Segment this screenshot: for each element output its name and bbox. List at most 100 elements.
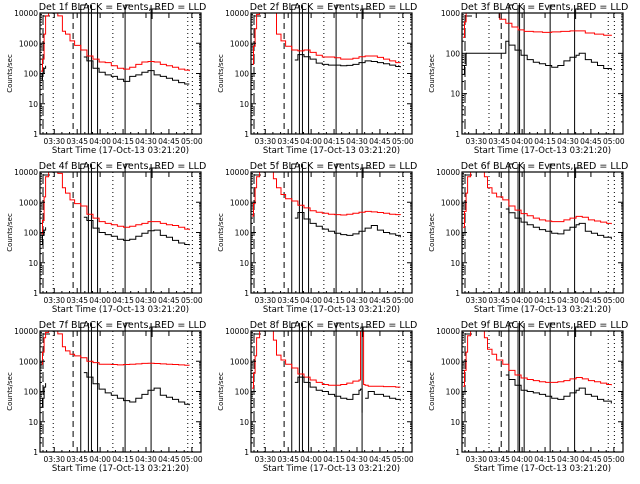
series-events: [505, 208, 612, 240]
x-tick-label: 04:15: [112, 296, 134, 305]
x-tick-label: 04:30: [346, 455, 368, 464]
x-axis-label: Start Time (17-Oct-13 03:21:20): [52, 305, 189, 315]
x-tick-label: 03:30: [254, 455, 276, 464]
panel-det-2f: Det 2f BLACK = Events, RED = LLD 1 10 100 10…: [217, 2, 417, 156]
y-tick-label: 1: [33, 289, 38, 298]
y-tick-label: 1: [33, 448, 38, 457]
series-lld: [463, 12, 612, 38]
x-tick-label: 03:45: [277, 455, 299, 464]
plot-frame: [461, 12, 624, 135]
x-tick-label: 03:30: [254, 296, 276, 305]
series-events: [463, 40, 612, 75]
y-tick-label: 10000: [436, 168, 460, 177]
x-tick-label: 04:45: [369, 296, 391, 305]
x-tick-label: 04:30: [346, 296, 368, 305]
series-events: [505, 374, 612, 404]
y-tick-label: 10000: [14, 168, 38, 177]
panel-title: Det 3f BLACK = Events, RED = LLD: [461, 2, 629, 13]
plot-frame: [39, 330, 202, 453]
y-tick-label: 1: [455, 448, 460, 457]
marker-box: [362, 326, 371, 337]
x-tick-label: 03:45: [488, 137, 510, 146]
marker-box: [253, 333, 261, 343]
series-events: [294, 54, 401, 68]
series-events: [294, 212, 401, 238]
marker-box: [253, 15, 261, 25]
y-tick-label: 1000: [230, 357, 249, 366]
panel-det-6f: Det 6f BLACK = Events, RED = LLD 1 10 100 10…: [428, 161, 628, 315]
panel-title: Det 7f BLACK = Events, RED = LLD: [39, 320, 207, 331]
marker-lines: [42, 163, 193, 293]
x-tick-label: 05:00: [603, 296, 625, 305]
x-tick-label: 04:00: [89, 455, 111, 464]
panel-title: Det 4f BLACK = Events, RED = LLD: [39, 161, 207, 172]
marker-box: [575, 8, 583, 19]
y-tick-label: 1: [244, 130, 249, 139]
marker-box: [42, 174, 50, 184]
x-tick-label: 04:00: [511, 296, 533, 305]
series-lld: [463, 171, 612, 228]
x-tick-label: 03:30: [254, 137, 276, 146]
y-tick-label: 10000: [225, 9, 249, 18]
y-tick-label: 10: [450, 90, 460, 99]
marker-box: [151, 326, 160, 337]
x-tick-label: 05:00: [392, 296, 414, 305]
series-events: [294, 376, 401, 413]
marker-box: [575, 326, 583, 337]
marker-box: [151, 167, 160, 178]
y-tick-label: 100: [235, 70, 250, 79]
y-tick-label: 1000: [230, 198, 249, 207]
y-tick-label: 1000: [19, 39, 38, 48]
x-tick-label: 03:30: [43, 137, 65, 146]
y-tick-label: 10: [450, 418, 460, 427]
marker-lines: [464, 322, 615, 452]
x-tick-label: 03:45: [66, 137, 88, 146]
series-lld: [463, 330, 612, 387]
y-tick-label: 10000: [225, 327, 249, 336]
y-axis-label: Counts/sec: [428, 213, 436, 252]
y-tick-label: 1: [455, 130, 460, 139]
y-tick-label: 10000: [14, 9, 38, 18]
marker-lines: [42, 322, 193, 452]
y-tick-label: 10: [28, 259, 38, 268]
y-axis-label: Counts/sec: [6, 54, 14, 93]
x-tick-label: 04:15: [112, 137, 134, 146]
marker-box: [42, 15, 50, 25]
y-tick-label: 100: [24, 70, 39, 79]
x-tick-label: 05:00: [181, 137, 203, 146]
x-tick-label: 04:45: [580, 455, 602, 464]
y-axis-label: Counts/sec: [6, 213, 14, 252]
series-events: [41, 216, 190, 246]
plot-frame: [461, 171, 624, 294]
y-tick-label: 100: [446, 49, 461, 58]
x-axis-label: Start Time (17-Oct-13 03:21:20): [474, 305, 611, 315]
x-axis-label: Start Time (17-Oct-13 03:21:20): [474, 146, 611, 156]
x-tick-label: 04:45: [369, 455, 391, 464]
marker-box: [575, 167, 583, 178]
y-tick-label: 10: [239, 418, 249, 427]
x-tick-label: 05:00: [392, 455, 414, 464]
x-tick-label: 03:30: [43, 455, 65, 464]
y-tick-label: 10: [239, 100, 249, 109]
plot-frame: [461, 330, 624, 453]
marker-lines: [42, 4, 193, 134]
x-tick-label: 04:30: [557, 137, 579, 146]
y-axis-label: Counts/sec: [428, 54, 436, 93]
x-tick-label: 04:30: [346, 137, 368, 146]
plot-frame: [250, 12, 413, 135]
y-tick-label: 1000: [230, 39, 249, 48]
x-tick-label: 04:30: [557, 455, 579, 464]
marker-box: [464, 174, 472, 184]
x-tick-label: 04:15: [323, 296, 345, 305]
x-tick-label: 04:15: [323, 137, 345, 146]
x-tick-label: 04:15: [534, 455, 556, 464]
x-tick-label: 04:00: [89, 137, 111, 146]
panel-det-4f: Det 4f BLACK = Events, RED = LLD 1 10 100 10…: [6, 161, 206, 315]
y-tick-label: 1000: [19, 198, 38, 207]
y-tick-label: 10: [28, 418, 38, 427]
y-tick-label: 1: [33, 130, 38, 139]
x-axis-label: Start Time (17-Oct-13 03:21:20): [52, 146, 189, 156]
y-tick-label: 10000: [436, 327, 460, 336]
x-tick-label: 04:30: [135, 137, 157, 146]
